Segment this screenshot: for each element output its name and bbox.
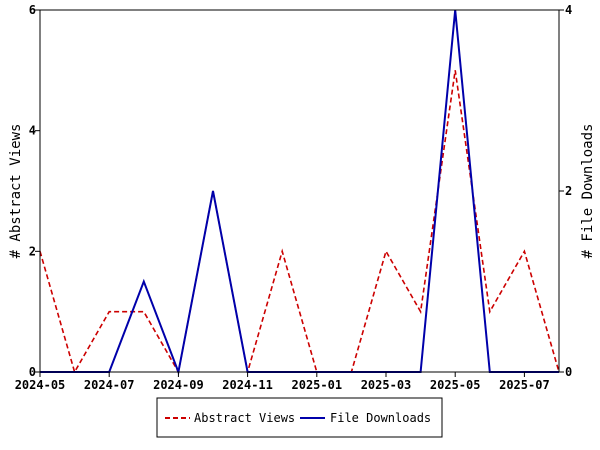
series-line-abstract-views (39, 70, 560, 375)
y-right-tick-label: 0 (565, 365, 572, 379)
legend-box (156, 397, 443, 438)
chart-marks (39, 9, 560, 376)
y-left-tick-label: 6 (29, 3, 36, 17)
x-tick-label: 2024-11 (222, 378, 273, 392)
y-right-tick-label: 4 (565, 3, 572, 17)
right-axis: 0 2 4 (559, 3, 572, 379)
y-left-tick-label: 4 (29, 124, 36, 138)
plot-frame (39, 9, 560, 373)
x-tick-label: 2025-05 (430, 378, 481, 392)
series-line-file-downloads (40, 9, 559, 376)
y-axis-right-title: # File Downloads (580, 124, 596, 259)
y-left-tick-label: 2 (29, 244, 36, 258)
left-axis: 0 2 4 6 (29, 3, 40, 379)
x-tick-label: 2024-09 (153, 378, 204, 392)
x-tick-label: 2025-03 (361, 378, 412, 392)
y-right-tick-label: 2 (565, 184, 572, 198)
x-tick-label: 2024-05 (15, 378, 66, 392)
x-tick-label: 2025-01 (292, 378, 343, 392)
x-tick-label: 2025-07 (499, 378, 550, 392)
legend: Abstract Views File Downloads (156, 397, 443, 438)
y-axis-left-title: # Abstract Views (8, 124, 24, 259)
x-tick-label: 2024-07 (84, 378, 135, 392)
y-left-tick-label: 0 (29, 365, 36, 379)
x-axis: 2024-05 2024-07 2024-09 2024-11 2025-01 2025-… (15, 372, 550, 392)
legend-label-abstract-views: Abstract Views (194, 411, 295, 425)
legend-label-file-downloads: File Downloads (330, 411, 431, 425)
